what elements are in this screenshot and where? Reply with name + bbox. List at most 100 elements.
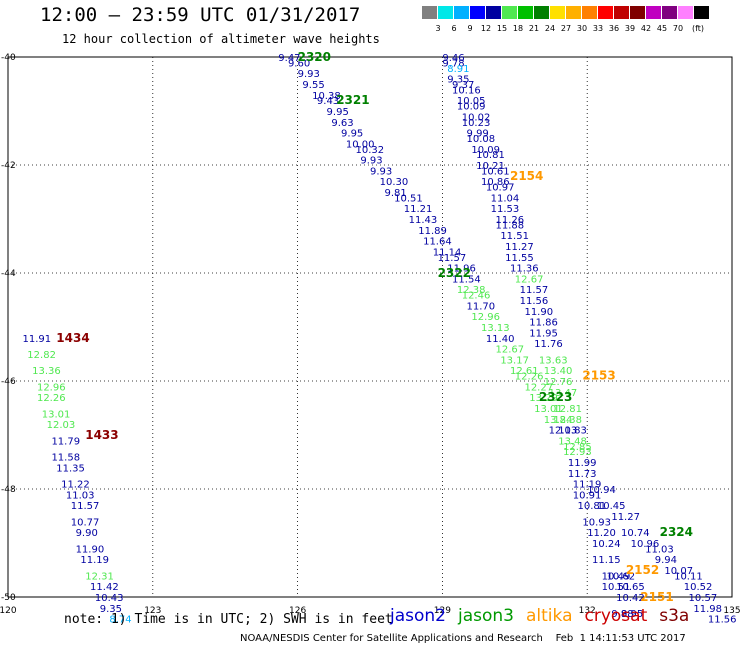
satellite-legend-item: altika [526, 606, 573, 626]
wave-height-reading: 9.93 [370, 166, 392, 177]
lat-tick-label: -44 [1, 269, 16, 279]
wave-height-reading: 10.94 [587, 485, 616, 496]
wave-height-reading: 13.84 [544, 415, 573, 426]
wave-height-reading: 10.51 [394, 193, 423, 204]
wave-height-reading: 12.85 [563, 442, 592, 453]
wave-height-reading: 11.15 [592, 555, 621, 566]
wave-height-reading: 12.31 [85, 571, 114, 582]
wave-height-reading: 13.01 [42, 409, 71, 420]
wave-height-reading: 11.58 [51, 453, 80, 464]
wave-height-reading: 11.76 [534, 339, 563, 350]
wave-height-reading: 8.91 [447, 64, 469, 75]
wave-height-reading: 8.74 [109, 615, 131, 626]
lon-tick-label: 123 [144, 606, 161, 616]
wave-height-reading: 10.09 [457, 102, 486, 113]
wave-height-reading: 13.40 [544, 366, 573, 377]
wave-height-reading: 9.55 [302, 80, 324, 91]
pass-number-label: 2154 [510, 169, 543, 183]
wave-height-reading: 10.43 [95, 593, 124, 604]
wave-height-reading: 10.32 [356, 145, 385, 156]
wave-height-reading: 11.73 [568, 469, 597, 480]
wave-height-reading: 10.30 [380, 177, 409, 188]
pass-number-label: 2151 [640, 590, 673, 604]
wave-height-reading: 9.95 [341, 129, 363, 140]
pass-number-label: 2153 [582, 369, 615, 383]
wave-height-reading: 13.01 [534, 404, 563, 415]
wave-height-reading: 11.43 [409, 215, 438, 226]
wave-height-reading: 11.40 [486, 334, 515, 345]
wave-height-reading: 13.13 [481, 323, 510, 334]
credit-line: NOAA/NESDIS Center for Satellite Applica… [240, 633, 686, 644]
lat-tick-label: -42 [1, 161, 16, 171]
wave-height-reading: 10.52 [684, 582, 713, 593]
scale-tick: 39 [624, 24, 636, 33]
wave-height-reading: 10.81 [476, 150, 505, 161]
satellite-legend-item: cryosat [584, 606, 648, 626]
wave-height-reading: 10.93 [582, 517, 611, 528]
scale-tick: 45 [656, 24, 668, 33]
scale-swatch [646, 6, 661, 19]
wave-height-reading: 12.26 [37, 393, 66, 404]
scale-tick: 15 [496, 24, 508, 33]
wave-height-reading: 11.36 [510, 264, 539, 275]
wave-height-reading: 9.93 [360, 156, 382, 167]
wave-height-reading: 11.70 [467, 301, 496, 312]
lat-tick-label: -40 [1, 53, 16, 63]
scale-swatch [678, 6, 693, 19]
wave-height-reading: 10.16 [452, 85, 481, 96]
wave-height-reading: 11.64 [423, 237, 452, 248]
wave-height-reading: 12.82 [27, 350, 56, 361]
wave-height-reading: 11.35 [56, 463, 85, 474]
wave-height-reading: 9.88 [611, 609, 633, 620]
wave-height-reading: 12.38 [553, 415, 582, 426]
wave-height-reading: 11.89 [418, 226, 447, 237]
wave-height-reading: 12.93 [563, 447, 592, 458]
wave-height-reading: 11.57 [520, 285, 549, 296]
wave-height-reading: 9.63 [331, 118, 353, 129]
wave-height-reading: 11.27 [505, 242, 534, 253]
chart-subtitle: 12 hour collection of altimeter wave hei… [62, 32, 380, 46]
wave-height-reading: 12.26 [515, 372, 544, 383]
wave-height-reading: 11.54 [452, 274, 481, 285]
wave-height-reading: 11.95 [529, 328, 558, 339]
wave-height-reading: 12.46 [462, 291, 491, 302]
scale-swatch [694, 6, 709, 19]
scale-tick: 3 [435, 24, 441, 33]
wave-height-reading: 10.65 [616, 582, 645, 593]
lat-tick-label: -46 [1, 377, 16, 387]
wave-height-reading: 9.35 [100, 604, 122, 615]
scale-tick: 70 [672, 24, 684, 33]
scale-swatch [470, 6, 485, 19]
wave-height-reading: 13.63 [539, 355, 568, 366]
pass-number-label: 1434 [56, 331, 89, 345]
wave-height-reading: 11.98 [693, 604, 722, 615]
wave-height-reading: 12.38 [457, 285, 486, 296]
wave-height-reading: 13.36 [32, 366, 61, 377]
wave-height-reading: 11.91 [22, 334, 51, 345]
wave-height-reading: 11.14 [433, 247, 462, 258]
lon-tick-label: 132 [579, 606, 596, 616]
map-frame [7, 56, 733, 598]
scale-tick: 24 [544, 24, 556, 33]
wave-height-reading: 10.05 [457, 96, 486, 107]
wave-height-reading: 11.22 [61, 480, 90, 491]
wave-height-reading: 13.47 [549, 388, 578, 399]
wave-height-reading: 10.23 [462, 118, 491, 129]
scale-swatch [518, 6, 533, 19]
wave-height-reading: 11.79 [51, 436, 80, 447]
wave-height-reading: 11.96 [447, 264, 476, 275]
wave-height-reading: 12.81 [553, 404, 582, 415]
wave-height-reading: 10.00 [346, 139, 375, 150]
satellite-legend-item: s3a [659, 606, 690, 626]
wave-height-reading: 11.57 [438, 253, 467, 264]
wave-height-reading: 11.83 [558, 426, 587, 437]
wave-height-reading: 10.74 [621, 528, 650, 539]
wave-height-reading: 12.61 [510, 366, 539, 377]
scale-unit: (ft) [691, 24, 705, 33]
pass-number-label: 1433 [85, 428, 118, 442]
wave-height-reading: 11.19 [80, 555, 109, 566]
lat-tick-label: -50 [1, 593, 16, 603]
scale-swatch [582, 6, 597, 19]
wave-height-reading: 12.27 [524, 382, 553, 393]
